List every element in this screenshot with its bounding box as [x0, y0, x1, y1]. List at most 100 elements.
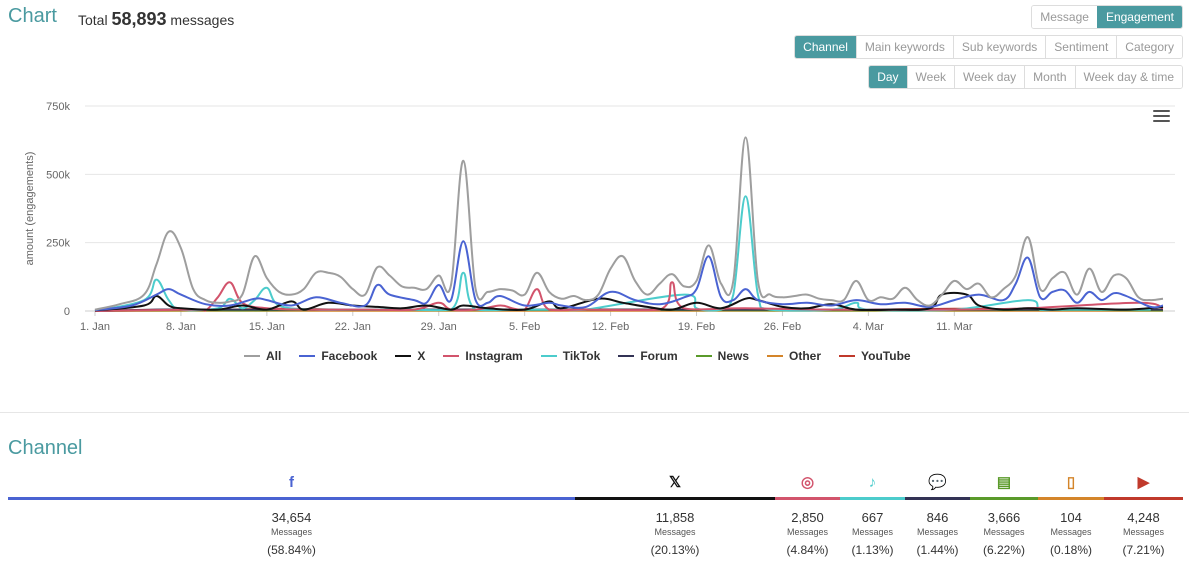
- series-line-x: [94, 291, 1164, 312]
- channel-message-count: 667: [861, 510, 884, 525]
- legend-item-instagram[interactable]: Instagram: [443, 349, 523, 363]
- legend-item-youtube[interactable]: YouTube: [839, 349, 911, 363]
- channel-share-bar: [840, 497, 905, 500]
- total-value: 58,893: [111, 9, 167, 29]
- legend-label: Facebook: [321, 349, 378, 363]
- channel-column-other: ▯ 104 Messages (0.18%): [1038, 470, 1104, 557]
- x-icon: 𝕏: [575, 470, 775, 494]
- channel-percentage: (58.84%): [267, 543, 316, 557]
- dimension-main-keywords-button[interactable]: Main keywords: [855, 36, 953, 58]
- forum-icon-glyph: 💬: [928, 474, 947, 491]
- legend-item-news[interactable]: News: [695, 349, 750, 363]
- tiktok-icon: ♪: [840, 470, 905, 494]
- y-tick-label: 750k: [46, 101, 70, 113]
- period-month-button[interactable]: Month: [1024, 66, 1075, 88]
- dimension-channel-button[interactable]: Channel: [795, 36, 856, 58]
- legend-item-all[interactable]: All: [244, 349, 281, 363]
- dimension-toggle-group: Channel Main keywords Sub keywords Sentimen…: [794, 35, 1183, 59]
- x-tick-label: 11. Mar: [936, 321, 973, 333]
- x-tick-label: 1. Jan: [80, 321, 110, 333]
- channel-share-bar: [8, 497, 575, 500]
- period-week-button[interactable]: Week: [906, 66, 955, 88]
- x-tick-label: 12. Feb: [592, 321, 629, 333]
- channel-message-count: 34,654: [271, 510, 312, 525]
- chart-legend: All Facebook X Instagram TikTok Forum News Othe…: [244, 349, 929, 363]
- legend-label: TikTok: [562, 349, 601, 363]
- channel-message-count: 104: [1060, 510, 1082, 525]
- legend-item-facebook[interactable]: Facebook: [299, 349, 377, 363]
- youtube-icon: ▶: [1104, 470, 1183, 494]
- legend-label: YouTube: [861, 349, 911, 363]
- dimension-category-button[interactable]: Category: [1116, 36, 1182, 58]
- legend-item-x[interactable]: X: [395, 349, 425, 363]
- forum-icon: 💬: [905, 470, 970, 494]
- channel-column-x: 𝕏 11,858 Messages (20.13%): [575, 470, 775, 557]
- channel-messages-label: Messages: [1122, 527, 1165, 537]
- x-tick-label: 26. Feb: [764, 321, 801, 333]
- channel-percentage: (7.21%): [1122, 543, 1165, 557]
- channel-share-bar: [775, 497, 840, 500]
- series-line-instagram: [94, 281, 1164, 312]
- legend-swatch: [395, 355, 412, 357]
- section-divider: [0, 412, 1189, 413]
- channel-message-count: 3,666: [987, 510, 1021, 525]
- legend-swatch: [839, 355, 856, 357]
- channel-percentage: (4.84%): [786, 543, 829, 557]
- channel-message-count: 11,858: [655, 510, 695, 525]
- total-suffix: messages: [170, 12, 235, 28]
- x-tick-label: 5. Feb: [509, 321, 540, 333]
- channel-messages-label: Messages: [916, 527, 959, 537]
- channel-column-forum: 💬 846 Messages (1.44%): [905, 470, 970, 557]
- legend-item-forum[interactable]: Forum: [618, 349, 678, 363]
- legend-swatch: [767, 355, 784, 357]
- metric-toggle-group: Message Engagement: [1031, 5, 1183, 29]
- x-tick-label: 22. Jan: [335, 321, 371, 333]
- dimension-sub-keywords-button[interactable]: Sub keywords: [952, 36, 1046, 58]
- channel-message-count: 4,248: [1127, 510, 1160, 525]
- tiktok-icon-glyph: ♪: [868, 473, 877, 491]
- x-tick-label: 15. Jan: [249, 321, 285, 333]
- youtube-icon-glyph: ▶: [1137, 474, 1150, 491]
- total-prefix: Total: [78, 12, 108, 28]
- legend-label: Instagram: [465, 349, 523, 363]
- facebook-icon: f: [8, 470, 575, 494]
- x-tick-label: 19. Feb: [678, 321, 715, 333]
- channel-share-bar: [575, 497, 775, 500]
- metric-message-button[interactable]: Message: [1032, 6, 1097, 28]
- period-week-day-time-button[interactable]: Week day & time: [1074, 66, 1182, 88]
- x-tick-label: 8. Jan: [166, 321, 196, 333]
- legend-label: X: [417, 349, 426, 363]
- legend-swatch: [299, 355, 316, 357]
- legend-label: Other: [789, 349, 822, 363]
- period-toggle-group: Day Week Week day Month Week day & time: [868, 65, 1183, 89]
- y-tick-label: 0: [64, 306, 70, 318]
- chart-menu-icon[interactable]: [1153, 110, 1170, 124]
- channel-percentage: (1.13%): [851, 543, 894, 557]
- channel-column-facebook: f 34,654 Messages (58.84%): [8, 470, 575, 557]
- legend-label: All: [266, 349, 282, 363]
- y-tick-label: 500k: [46, 169, 70, 181]
- period-day-button[interactable]: Day: [869, 66, 907, 88]
- channel-messages-label: Messages: [983, 527, 1025, 537]
- legend-item-tiktok[interactable]: TikTok: [540, 349, 601, 363]
- series-line-all: [94, 136, 1164, 311]
- x-icon-glyph: 𝕏: [668, 474, 682, 491]
- engagement-chart: 0 250k 500k 750k amount (engagements) 1. Jan 8…: [24, 101, 1175, 333]
- legend-item-other[interactable]: Other: [767, 349, 821, 363]
- legend-label: News: [717, 349, 750, 363]
- series-line-facebook: [94, 240, 1164, 312]
- channel-column-instagram: ◎ 2,850 Messages (4.84%): [775, 470, 840, 557]
- channel-share-bar: [1104, 497, 1183, 500]
- y-axis-label: amount (engagements): [24, 152, 36, 266]
- period-week-day-button[interactable]: Week day: [954, 66, 1025, 88]
- metric-engagement-button[interactable]: Engagement: [1096, 6, 1182, 28]
- channel-column-news: ▤ 3,666 Messages (6.22%): [970, 470, 1038, 557]
- dimension-sentiment-button[interactable]: Sentiment: [1045, 36, 1117, 58]
- other-icon: ▯: [1038, 470, 1104, 494]
- channel-column-youtube: ▶ 4,248 Messages (7.21%): [1104, 470, 1183, 557]
- news-icon: ▤: [970, 470, 1038, 494]
- channel-percentage: (20.13%): [650, 543, 700, 557]
- channel-column-tiktok: ♪ 667 Messages (1.13%): [840, 470, 905, 557]
- channel-share-bar: [1038, 497, 1104, 500]
- channel-messages-label: Messages: [654, 527, 696, 537]
